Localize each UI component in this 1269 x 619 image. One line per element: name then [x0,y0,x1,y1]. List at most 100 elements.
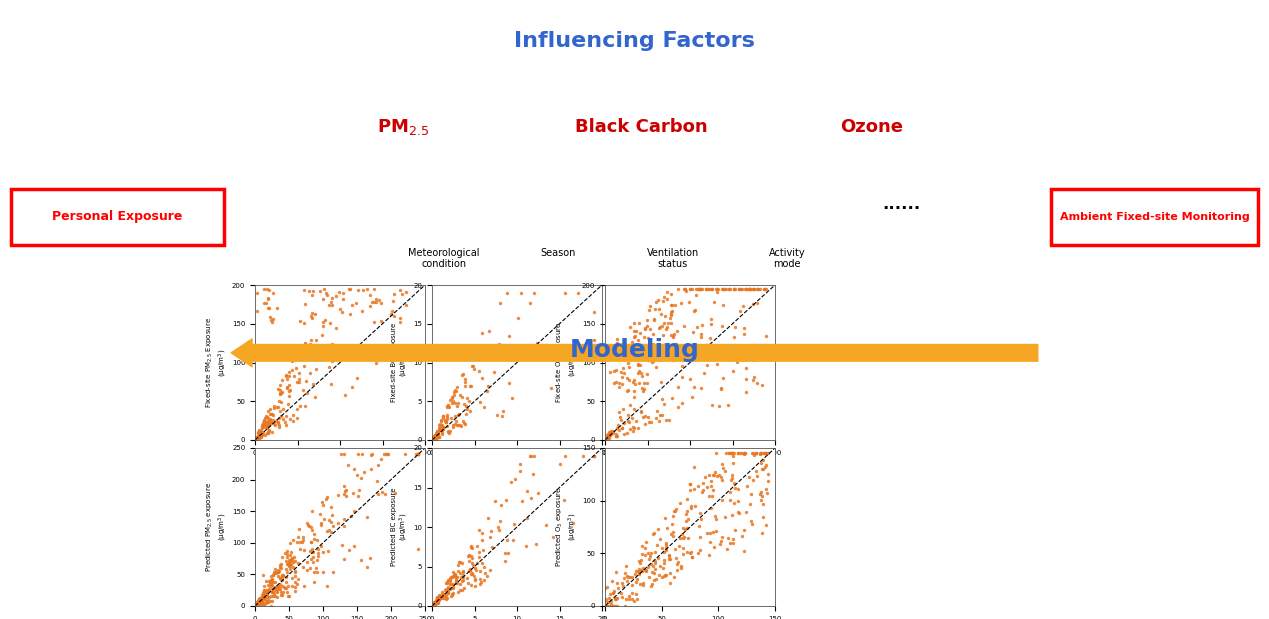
Point [528,488,548,498]
Point [438,414,458,424]
Point [632,371,652,381]
Point [631,342,651,352]
Point [302,544,322,554]
Point [269,396,289,406]
Point [443,579,463,589]
Point [742,355,763,365]
Point [604,601,624,611]
Point [636,566,656,576]
Point [670,533,690,543]
Point [596,594,617,604]
Y-axis label: Predicted BC exposure
(μg/m$^{3}$): Predicted BC exposure (μg/m$^{3}$) [391,488,410,566]
Point [247,599,268,608]
Point [703,485,723,495]
Point [306,335,326,345]
Point [595,596,615,606]
Point [247,428,268,438]
Point [627,566,647,576]
Point [360,451,381,461]
Point [679,374,699,384]
Point [367,358,387,368]
Point [454,374,475,384]
Point [280,547,301,556]
Point [709,470,730,480]
Point [637,369,657,379]
Point [702,491,722,501]
Point [610,587,631,597]
Point [623,423,643,433]
Point [596,601,617,611]
Point [665,543,685,553]
Point [661,529,681,539]
Point [258,428,278,438]
Point [377,449,397,459]
Point [258,586,278,595]
Point [443,571,463,581]
Point [614,430,634,439]
Point [656,545,676,555]
Point [695,284,716,294]
Point [319,516,339,526]
Point [423,599,443,609]
Point [423,601,443,611]
Point [357,511,377,521]
Point [278,559,298,569]
Point [661,289,681,299]
Point [253,591,273,600]
Point [286,586,306,595]
Point [690,332,711,342]
Point [426,431,447,441]
Point [272,581,292,591]
Point [312,500,332,509]
Point [250,599,270,609]
Point [437,589,457,599]
Point [246,288,266,298]
Point [286,578,306,587]
Point [615,561,636,571]
Point [254,587,274,597]
Point [258,422,278,432]
Point [247,597,268,607]
Point [431,420,452,430]
Point [448,398,468,408]
Point [661,307,681,317]
Point [430,425,450,435]
Point [656,324,676,334]
Point [260,409,280,418]
Point [250,599,270,608]
Point [690,508,711,518]
Point [640,305,660,315]
Point [383,311,404,321]
Point [723,284,744,294]
Point [742,448,763,458]
Point [255,587,275,597]
Point [426,431,447,441]
Point [723,478,744,488]
Point [472,329,492,339]
Point [438,587,458,597]
Point [279,557,299,567]
Point [636,419,656,429]
Point [423,599,443,609]
Point [322,342,343,352]
Point [632,549,652,559]
Point [322,339,343,349]
Point [643,529,664,539]
Point [609,407,629,417]
Point [260,581,280,591]
Point [430,419,450,429]
Point [714,284,735,294]
Point [438,582,458,592]
Point [359,342,379,352]
Point [489,522,509,532]
Point [642,529,662,539]
Point [310,286,330,296]
Point [409,449,429,459]
Point [499,378,519,388]
Point [297,518,317,528]
Point [278,549,298,559]
Point [265,577,286,587]
Point [254,416,274,426]
Point [364,284,385,294]
Point [646,297,666,306]
